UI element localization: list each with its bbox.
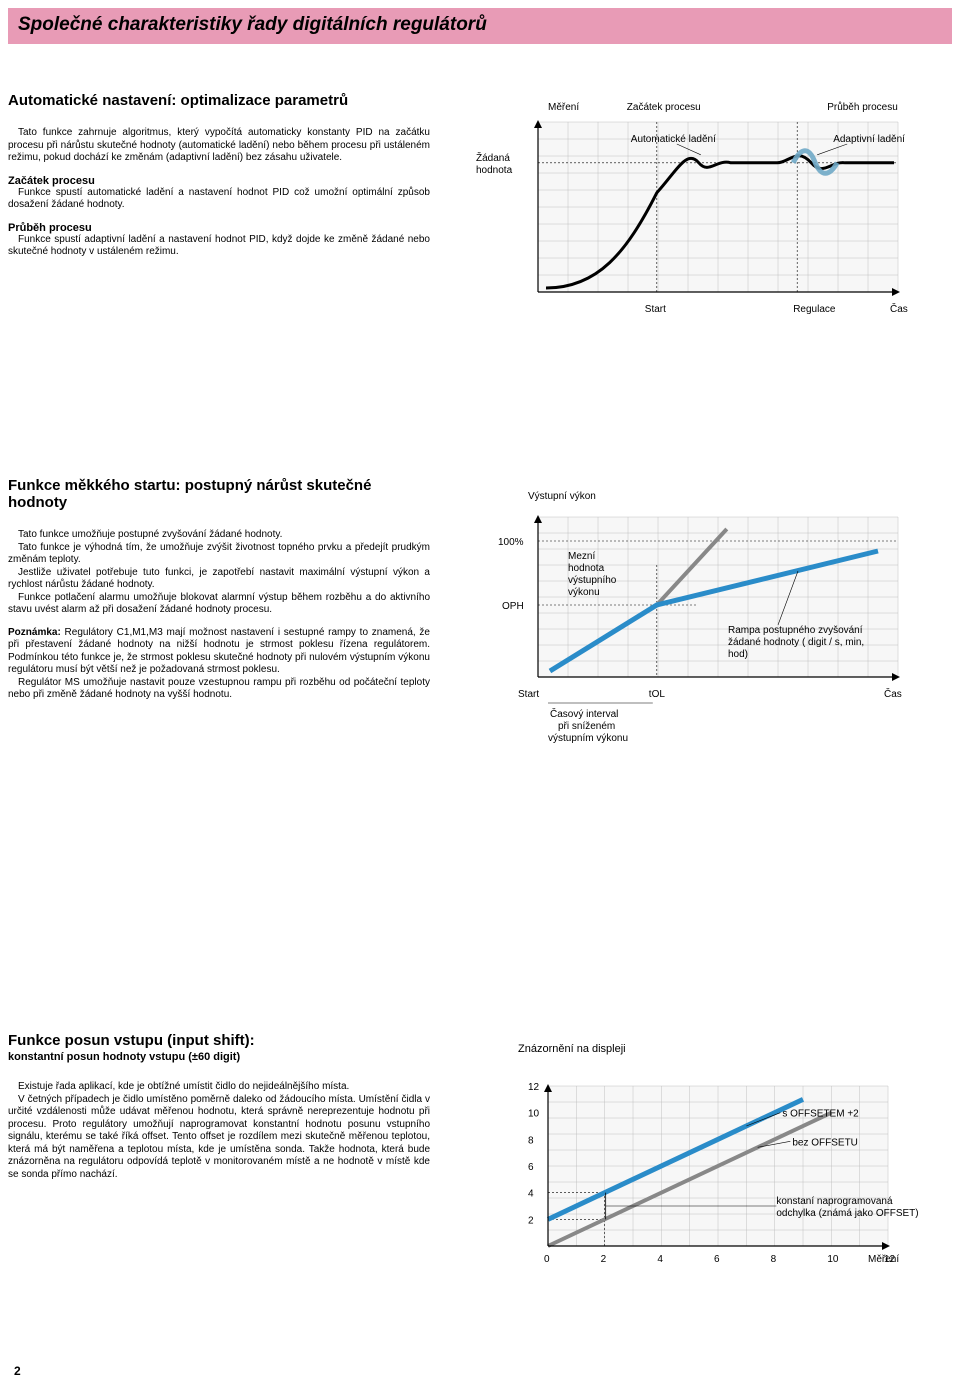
section3-p2: V četných případech je čidlo umístěno po… [8, 1094, 430, 1182]
section3-text: Funkce posun vstupu (input shift): konst… [8, 1032, 448, 1191]
section1-chart: Měření Začátek procesu Průběh procesu Autom… [448, 92, 952, 347]
svg-text:2: 2 [528, 1215, 534, 1226]
page-title: Společné charakteristiky řady digitálníc… [18, 14, 942, 36]
svg-text:Výstupní výkon: Výstupní výkon [528, 491, 596, 502]
svg-text:při sníženém: při sníženém [558, 721, 615, 732]
svg-text:Čas: Čas [884, 687, 902, 700]
section2-p4: Funkce potlačení alarmu umožňuje blokova… [8, 592, 430, 617]
section2-note: Poznámka: Regulátory C1,M1,M3 mají možno… [8, 627, 430, 677]
svg-text:hodnota: hodnota [476, 165, 513, 176]
svg-text:Adaptivní ladění: Adaptivní ladění [833, 134, 905, 145]
svg-text:10: 10 [528, 1109, 540, 1120]
section-auto-tuning: Automatické nastavení: optimalizace para… [8, 44, 952, 447]
svg-text:4: 4 [528, 1189, 534, 1200]
svg-text:Čas: Čas [890, 302, 908, 315]
svg-text:Žádaná: Žádaná [476, 151, 510, 164]
svg-text:100%: 100% [498, 537, 524, 548]
section1-text: Automatické nastavení: optimalizace para… [8, 92, 448, 269]
svg-text:žádané hodnoty ( digit / s, mi: žádané hodnoty ( digit / s, min, [728, 637, 864, 648]
section1-sub1-body: Funkce spustí automatické ladění a nasta… [8, 187, 430, 212]
svg-text:Rampa postupného zvyšování: Rampa postupného zvyšování [728, 625, 863, 636]
input-shift-chart: Znázornění na displeji12108642024681012s… [468, 1032, 928, 1302]
section-soft-start: Funkce měkkého startu: postupný nárůst s… [8, 447, 952, 1002]
svg-text:0: 0 [544, 1254, 550, 1265]
section3-title: Funkce posun vstupu (input shift): [8, 1032, 430, 1049]
svg-text:Regulace: Regulace [793, 304, 836, 315]
section2-chart: Výstupní výkon100%OPHMezníhodnotavýstupn… [448, 477, 952, 782]
svg-text:Časový interval: Časový interval [550, 707, 618, 720]
soft-start-chart: Výstupní výkon100%OPHMezníhodnotavýstupn… [468, 477, 928, 777]
section2-text: Funkce měkkého startu: postupný nárůst s… [8, 477, 448, 712]
svg-text:hod): hod) [728, 649, 748, 660]
section1-sub2-body: Funkce spustí adaptivní ladění a nastave… [8, 234, 430, 259]
svg-text:Začátek procesu: Začátek procesu [627, 102, 701, 113]
section2-note2: Regulátor MS umožňuje nastavit pouze vze… [8, 677, 430, 702]
section3-p1: Existuje řada aplikací, kde je obtížné u… [8, 1081, 430, 1094]
page-header: Společné charakteristiky řady digitálníc… [8, 8, 952, 44]
svg-text:tOL: tOL [649, 689, 666, 700]
svg-text:6: 6 [528, 1162, 534, 1173]
section1-sub1-title: Začátek procesu [8, 175, 430, 187]
section2-p2: Tato funkce je výhodná tím, že umožňuje … [8, 542, 430, 567]
section1-intro: Tato funkce zahrnuje algoritmus, který v… [8, 127, 430, 165]
svg-text:hodnota: hodnota [568, 563, 605, 574]
svg-text:Znázornění na displeji: Znázornění na displeji [518, 1043, 626, 1055]
svg-text:4: 4 [657, 1254, 663, 1265]
section3-subtitle: konstantní posun hodnoty vstupu (±60 dig… [8, 1051, 430, 1063]
svg-text:Start: Start [518, 689, 539, 700]
svg-text:s OFFSETEM +2: s OFFSETEM +2 [782, 1109, 859, 1120]
svg-text:Průběh procesu: Průběh procesu [827, 101, 898, 113]
svg-text:bez OFFSETU: bez OFFSETU [792, 1137, 858, 1148]
svg-text:OPH: OPH [502, 601, 524, 612]
svg-text:výstupního: výstupního [568, 575, 617, 586]
svg-text:Automatické ladění: Automatické ladění [631, 134, 716, 145]
page-number: 2 [14, 1364, 21, 1378]
svg-text:výkonu: výkonu [568, 587, 600, 598]
svg-text:odchylka (známá jako OFFSET): odchylka (známá jako OFFSET) [776, 1208, 918, 1219]
section2-p3: Jestliže uživatel potřebuje tuto funkci,… [8, 567, 430, 592]
section2-p1: Tato funkce umožňuje postupné zvyšování … [8, 529, 430, 542]
section1-title: Automatické nastavení: optimalizace para… [8, 92, 430, 109]
svg-text:výstupním výkonu: výstupním výkonu [548, 733, 628, 744]
svg-text:8: 8 [528, 1135, 534, 1146]
svg-text:12: 12 [528, 1082, 540, 1093]
svg-text:Start: Start [645, 304, 666, 315]
auto-tuning-chart: Měření Začátek procesu Průběh procesu Autom… [468, 92, 928, 342]
svg-text:2: 2 [601, 1254, 607, 1265]
svg-text:konstaní naprogramovaná: konstaní naprogramovaná [776, 1196, 893, 1207]
svg-text:10: 10 [827, 1254, 839, 1265]
section3-chart: Znázornění na displeji12108642024681012s… [448, 1032, 952, 1307]
svg-text:6: 6 [714, 1254, 720, 1265]
section-input-shift: Funkce posun vstupu (input shift): konst… [8, 1002, 952, 1367]
svg-text:Měření: Měření [548, 102, 579, 113]
section2-title: Funkce měkkého startu: postupný nárůst s… [8, 477, 430, 511]
svg-text:Mezní: Mezní [568, 551, 595, 562]
svg-text:8: 8 [771, 1254, 777, 1265]
svg-text:Měření: Měření [868, 1254, 899, 1265]
section1-sub2-title: Průběh procesu [8, 222, 430, 234]
